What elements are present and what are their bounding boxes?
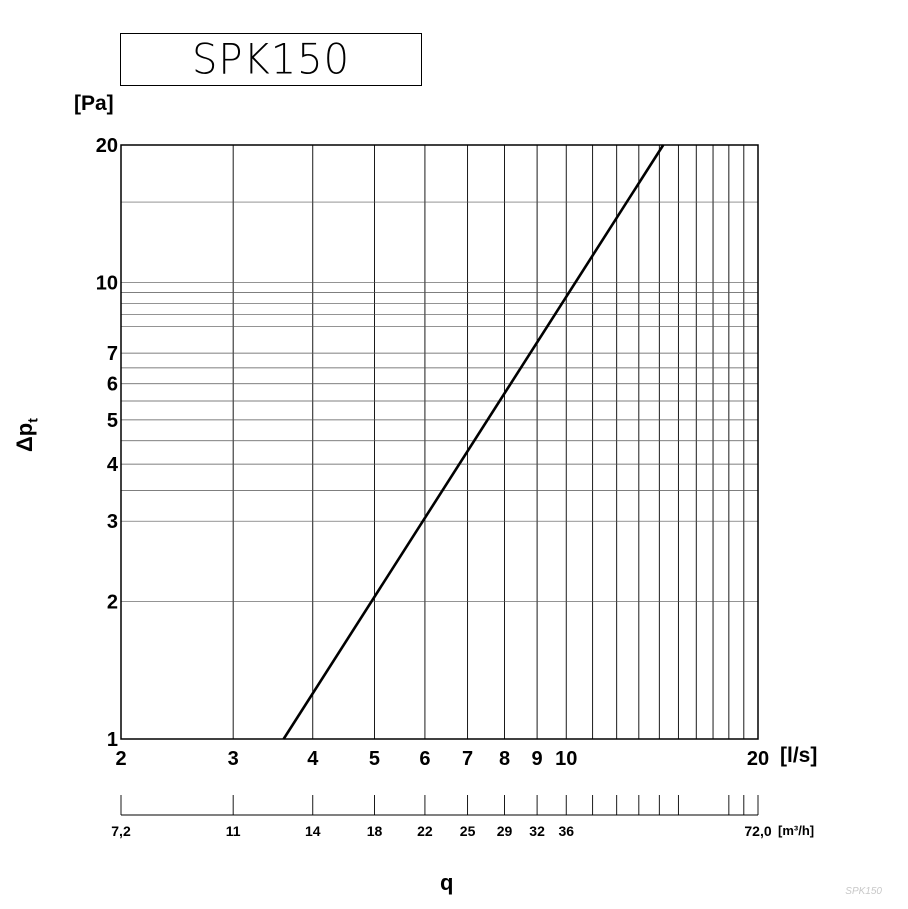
y-tick-label: 10	[96, 272, 118, 294]
watermark: SPK150	[845, 886, 882, 897]
secondary-tick-label: 32	[529, 823, 545, 839]
secondary-tick-label: 18	[367, 823, 383, 839]
pressure-drop-line	[282, 144, 665, 740]
x-tick-label: 7	[462, 748, 473, 770]
y-tick-labels: 1 2 3 4 5 6 7 10 20	[96, 135, 119, 751]
y-tick-label: 4	[107, 454, 119, 476]
x-unit-label: [l/s]	[780, 744, 818, 767]
y-tick-label: 2	[107, 592, 118, 614]
chart-title: SPK150	[191, 35, 351, 84]
y-tick-label: 6	[107, 374, 118, 396]
secondary-tick-label: 11	[226, 823, 241, 839]
y-tick-label: 20	[96, 135, 118, 157]
x-tick-label: 2	[115, 748, 126, 770]
grid-lines	[120, 144, 759, 740]
secondary-tick-label: 22	[417, 823, 433, 839]
secondary-tick-label: 25	[460, 823, 476, 839]
series-group	[282, 144, 665, 740]
secondary-x-unit-label: [m³/h]	[778, 823, 815, 838]
secondary-tick-label: 7,2	[111, 823, 131, 839]
y-unit-label: [Pa]	[74, 92, 114, 115]
x-axis-label: q	[440, 870, 454, 895]
y-tick-label: 3	[107, 511, 118, 533]
secondary-tick-label: 72,0	[744, 823, 771, 839]
x-tick-label: 4	[307, 748, 319, 770]
x-tick-label: 6	[419, 748, 430, 770]
y-tick-label: 5	[107, 410, 118, 432]
y-tick-label: 1	[107, 729, 118, 751]
x-tick-label: 10	[555, 748, 577, 770]
x-tick-label: 3	[228, 748, 239, 770]
x-tick-label: 9	[532, 748, 543, 770]
secondary-x-axis: 7,2 11 14 18 22 25 29 32 36 72,0	[111, 795, 772, 839]
x-tick-label: 20	[747, 748, 769, 770]
plot-frame	[120, 144, 759, 740]
chart-title-box: SPK150	[120, 33, 422, 86]
x-tick-labels: 2 3 4 5 6 7 8 9 10 20	[115, 748, 769, 770]
secondary-tick-label: 36	[558, 823, 574, 839]
x-tick-label: 8	[499, 748, 510, 770]
secondary-tick-label: 29	[497, 823, 513, 839]
secondary-tick-label: 14	[305, 823, 321, 839]
x-tick-label: 5	[369, 748, 380, 770]
y-tick-label: 7	[107, 343, 118, 365]
